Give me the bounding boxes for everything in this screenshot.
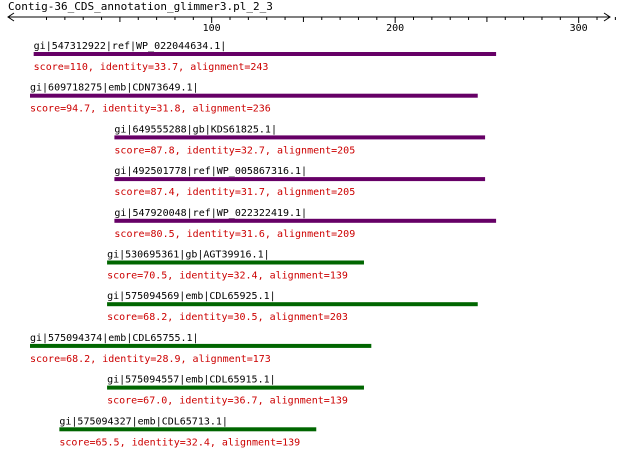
hit-alignment-bar [114,218,497,223]
hit-row: gi|547920048|ref|WP_022322419.1| score=80… [114,208,497,240]
hit-score-label: score=80.5, identity=31.6, alignment=209 [114,229,355,240]
hit-row: gi|575094569|emb|CDL65925.1| score=68.2, … [107,291,478,323]
hit-row: gi|530695361|gb|AGT39916.1| score=70.5, i… [107,250,364,282]
hit-alignment-bar [107,302,478,307]
hit-alignment-bar [30,93,478,98]
diagram-title: Contig-36_CDS_annotation_glimmer3.pl_2_3 [8,0,273,13]
axis-right-arrow [603,12,611,22]
hit-id-label: gi|575094557|emb|CDL65915.1| [107,375,276,386]
hit-row: gi|575094327|emb|CDL65713.1| score=65.5, … [59,416,317,448]
hit-alignment-bar [114,135,486,140]
hit-score-label: score=68.2, identity=30.5, alignment=203 [107,312,348,323]
axis-tick-label: 100 [203,23,221,34]
hit-score-label: score=65.5, identity=32.4, alignment=139 [59,437,300,448]
hit-row: gi|547312922|ref|WP_022044634.1| score=11… [33,41,497,73]
hit-row: gi|575094374|emb|CDL65755.1| score=68.2, … [30,333,372,365]
hit-id-label: gi|575094569|emb|CDL65925.1| [107,291,276,302]
hit-id-label: gi|547920048|ref|WP_022322419.1| [114,208,307,219]
hit-alignment-bar [33,52,497,56]
axis-tick-label: 300 [570,23,588,34]
hit-alignment-bar [30,343,372,348]
hit-score-label: score=87.8, identity=32.7, alignment=205 [114,145,355,156]
hit-alignment-bar [59,427,317,432]
axis-tick-label: 200 [386,23,404,34]
hit-id-label: gi|575094327|emb|CDL65713.1| [59,416,228,427]
hit-row: gi|609718275|emb|CDN73649.1| score=94.7, … [30,83,478,115]
hit-alignment-bar [107,385,364,390]
hit-score-label: score=110, identity=33.7, alignment=243 [34,62,269,73]
hit-row: gi|575094557|emb|CDL65915.1| score=67.0, … [107,375,364,407]
hit-id-label: gi|492501778|ref|WP_005867316.1| [114,166,307,177]
hit-list: gi|547312922|ref|WP_022044634.1| score=11… [30,41,497,448]
axis-left-arrow [7,12,15,22]
hit-score-label: score=68.2, identity=28.9, alignment=173 [30,354,271,365]
hit-row: gi|649555288|gb|KDS61825.1| score=87.8, i… [114,124,486,156]
hit-score-label: score=87.4, identity=31.7, alignment=205 [114,187,355,198]
hit-id-label: gi|530695361|gb|AGT39916.1| [107,250,270,261]
hit-id-label: gi|547312922|ref|WP_022044634.1| [34,41,227,52]
hit-id-label: gi|649555288|gb|KDS61825.1| [114,124,277,135]
hit-row: gi|492501778|ref|WP_005867316.1| score=87… [114,166,486,198]
hit-score-label: score=70.5, identity=32.4, alignment=139 [107,271,348,282]
hit-alignment-bar [107,260,364,265]
hit-alignment-bar [114,177,486,182]
hit-score-label: score=94.7, identity=31.8, alignment=236 [30,104,271,115]
hit-id-label: gi|609718275|emb|CDN73649.1| [30,83,199,94]
hit-id-label: gi|575094374|emb|CDL65755.1| [30,333,199,344]
coordinate-axis: 100 200 300 [7,12,616,34]
hit-score-label: score=67.0, identity=36.7, alignment=139 [107,396,348,407]
